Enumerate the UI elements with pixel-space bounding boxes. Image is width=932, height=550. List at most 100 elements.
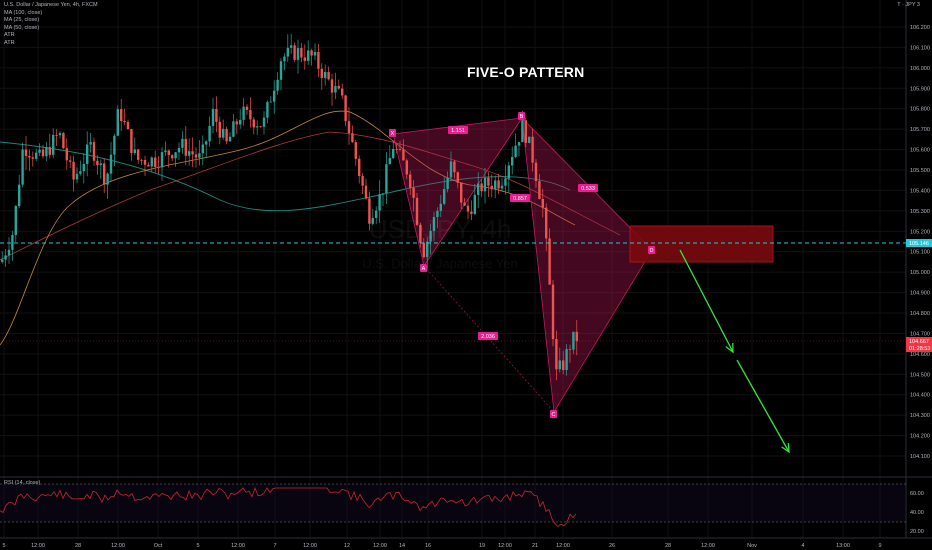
- time-axis[interactable]: 5 12:00 28 12:00 Oct 5 12:00 7 12:00 12 12:00 14 16 1…: [2, 543, 881, 549]
- time-tick-label: 21: [532, 543, 538, 549]
- legend-atr-1[interactable]: ATR: [4, 32, 15, 39]
- arrow-2-shaft: [736, 359, 790, 453]
- candle-body: [548, 238, 551, 285]
- candle: [208, 116, 211, 147]
- candle-body: [177, 147, 181, 153]
- pattern-bcd-triangle: [521, 116, 653, 414]
- candle-body: [35, 152, 38, 159]
- candle-body: [310, 50, 313, 56]
- price-tag: 105.146: [906, 239, 932, 247]
- candle: [24, 136, 28, 170]
- time-tick-label: 12:00: [373, 543, 387, 549]
- time-tick-label: 5: [196, 543, 199, 549]
- price-scale-control[interactable]: T · JPY 3: [897, 2, 920, 8]
- pattern-title: FIVE-O PATTERN: [467, 64, 585, 80]
- point-b-label-bg: [518, 112, 525, 120]
- candle: [483, 167, 487, 204]
- price-axis[interactable]: 106.200 106.100 106.000 105.900 105.800 105.7…: [906, 25, 932, 460]
- candle-body: [11, 234, 14, 250]
- candle-body: [225, 128, 228, 142]
- candle: [130, 128, 133, 161]
- candle: [490, 174, 493, 198]
- candle: [388, 145, 391, 165]
- candle-body: [371, 217, 374, 224]
- candle: [504, 164, 507, 195]
- candle-body: [99, 163, 102, 166]
- candle: [463, 197, 466, 206]
- candle: [188, 138, 191, 166]
- candle-body: [412, 187, 415, 198]
- price-tick-label: 104.500: [910, 372, 930, 378]
- candle-body: [317, 51, 320, 69]
- ratio-line-ab: [423, 117, 523, 267]
- rsi-legend[interactable]: RSI (14, close): [4, 480, 41, 486]
- candle: [456, 171, 459, 189]
- candle-body: [45, 147, 48, 157]
- candle: [409, 170, 412, 195]
- candle-body: [28, 155, 31, 158]
- candle-body: [256, 126, 259, 128]
- candle-body: [72, 161, 75, 180]
- point-x-label-bg: [389, 129, 396, 137]
- price-tick-label: 104.800: [910, 311, 930, 317]
- watermark-name: U.S. Dollar / Japanese Yen: [362, 256, 517, 271]
- candle: [222, 119, 225, 140]
- candle-body: [194, 154, 198, 158]
- candle: [361, 172, 364, 195]
- time-tick-label: 12:00: [701, 543, 715, 549]
- candle-body: [103, 163, 106, 185]
- candle-body: [157, 166, 160, 168]
- legend-ma50[interactable]: MA (50, close): [4, 24, 40, 31]
- ratio-bc-label-text: 2.036: [481, 334, 495, 340]
- price-tick-label: 104.400: [910, 393, 930, 399]
- candle-body: [89, 142, 92, 145]
- legend-atr-2[interactable]: ATR: [4, 39, 15, 46]
- point-c-label-text: C: [552, 412, 556, 418]
- candle: [11, 230, 14, 261]
- candle: [310, 48, 313, 66]
- candle: [143, 155, 147, 177]
- candle: [18, 175, 21, 209]
- candle: [300, 43, 303, 63]
- price-tick-label: 105.800: [910, 107, 930, 113]
- candle: [432, 211, 436, 242]
- candle: [215, 96, 218, 133]
- candle-body: [378, 194, 381, 211]
- candle-body: [252, 119, 255, 128]
- candle-body: [262, 117, 266, 127]
- candle: [422, 238, 425, 259]
- candle-body: [82, 163, 85, 172]
- arrow-2: [736, 359, 790, 454]
- candle: [317, 44, 320, 77]
- legend-ma25[interactable]: MA (25, close): [4, 17, 40, 24]
- candle-body: [531, 136, 534, 163]
- target-zone[interactable]: [629, 225, 774, 263]
- candle: [436, 207, 439, 229]
- time-tick-label: 16: [425, 543, 431, 549]
- candle: [4, 249, 7, 267]
- candle: [514, 133, 517, 159]
- candle: [324, 64, 327, 86]
- candle: [276, 72, 279, 95]
- candle-body: [351, 133, 354, 143]
- candle-body: [79, 171, 82, 174]
- candle-body: [198, 153, 201, 158]
- candle: [218, 116, 221, 145]
- price-tick-label: 105.300: [910, 209, 930, 215]
- candle: [337, 79, 340, 90]
- candle-body: [239, 119, 242, 125]
- projection-arrows[interactable]: [679, 249, 790, 454]
- candle: [347, 107, 351, 145]
- candle-body: [286, 47, 289, 57]
- point-a-label: A: [420, 264, 427, 272]
- candle-body: [92, 142, 96, 161]
- symbol-title[interactable]: U.S. Dollar / Japanese Yen, 4h, FXCM: [4, 2, 98, 8]
- legend-ma100[interactable]: MA (100, close): [4, 9, 43, 16]
- candle-body: [483, 177, 487, 192]
- candle: [320, 63, 323, 90]
- candle-body: [174, 152, 177, 159]
- candle-body: [545, 207, 548, 239]
- candle: [415, 192, 419, 227]
- candle: [555, 330, 558, 381]
